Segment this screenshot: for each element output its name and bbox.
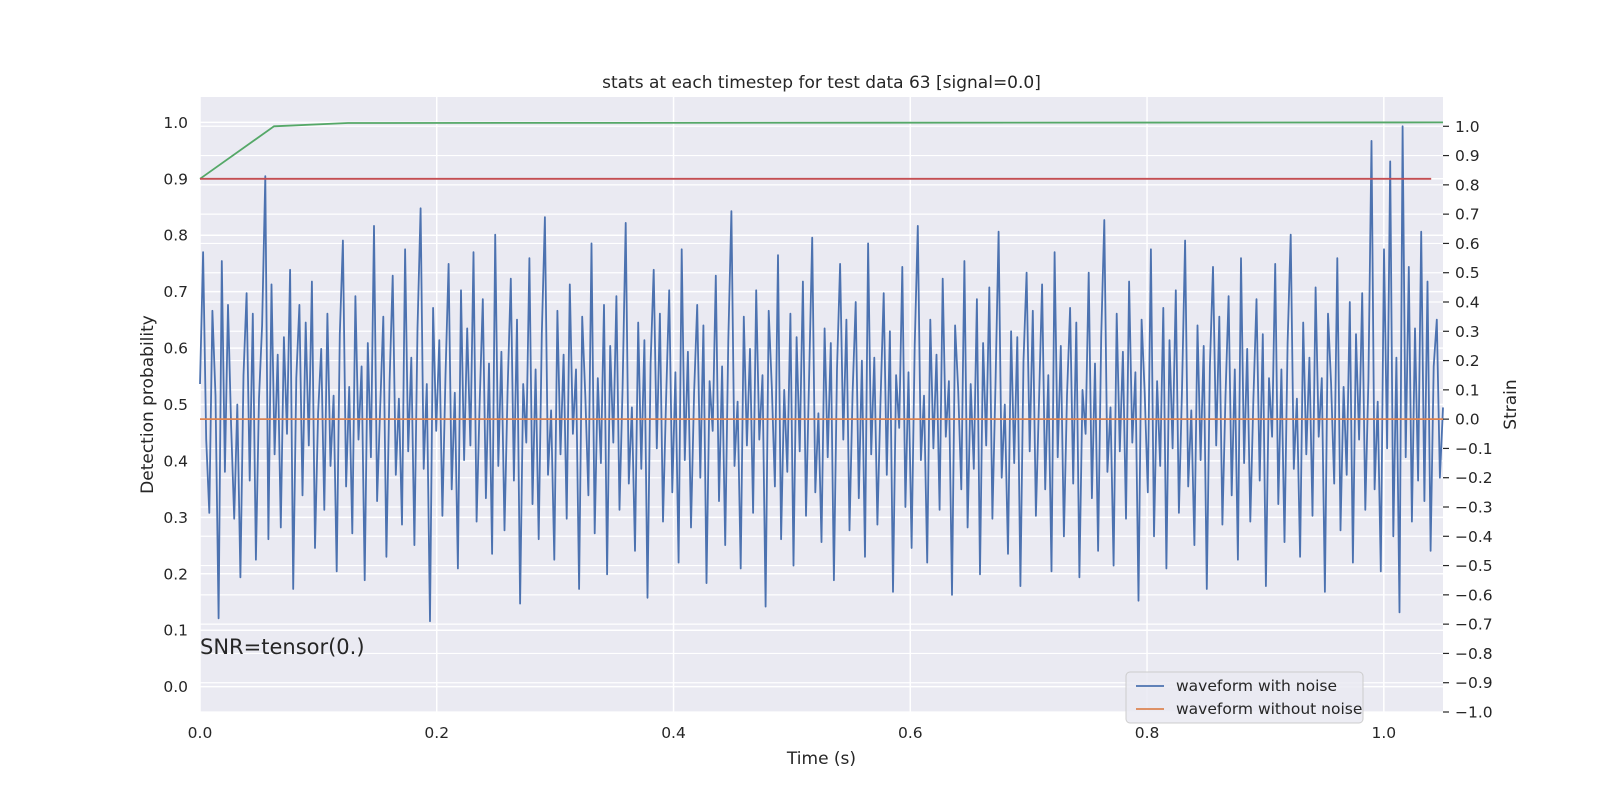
- y-right-tick-label: −0.5: [1455, 557, 1493, 575]
- y-left-tick-label: 0.6: [163, 340, 188, 358]
- y-right-tick-label: 0.5: [1455, 264, 1480, 282]
- y-left-tick-label: 0.5: [163, 396, 188, 414]
- y-left-tick-label: 0.1: [163, 622, 188, 640]
- right-y-axis-ticks: −1.0 −0.9 −0.8 −0.7 −0.6 −0.5 −0.4 −0.3 −0.2 −0.1…: [1443, 118, 1493, 722]
- y-left-tick-label: 0.0: [163, 678, 188, 696]
- y-right-tick-label: 0.7: [1455, 206, 1480, 224]
- series-waveform-with-noise: [199, 125, 1444, 623]
- x-tick-label: 0.4: [661, 724, 686, 742]
- y-left-tick-label: 0.3: [163, 509, 188, 527]
- y-right-tick-label: 1.0: [1455, 118, 1480, 136]
- y-right-tick-label: −0.3: [1455, 499, 1493, 517]
- left-y-axis-ticks: 0.0 0.1 0.2 0.3 0.4 0.5 0.6 0.7 0.8 0.9 1.0: [163, 114, 188, 696]
- y-left-tick-label: 0.4: [163, 452, 188, 470]
- y-right-tick-label: 0.0: [1455, 411, 1480, 429]
- snr-annotation: SNR=tensor(0.): [200, 635, 365, 659]
- y-right-tick-label: 0.3: [1455, 323, 1480, 341]
- x-tick-label: 1.0: [1371, 724, 1396, 742]
- y-right-tick-label: −0.6: [1455, 586, 1493, 604]
- chart-title: stats at each timestep for test data 63 …: [602, 73, 1041, 93]
- y-right-tick-label: −0.2: [1455, 469, 1493, 487]
- y-left-tick-label: 0.8: [163, 227, 188, 245]
- right-y-axis-label: Strain: [1501, 379, 1521, 429]
- x-tick-label: 0.8: [1135, 724, 1160, 742]
- y-right-tick-label: −0.9: [1455, 674, 1493, 692]
- y-right-tick-label: 0.9: [1455, 147, 1480, 165]
- y-right-tick-label: 0.1: [1455, 381, 1480, 399]
- y-right-tick-label: −0.1: [1455, 440, 1493, 458]
- legend-box: [1125, 671, 1364, 724]
- legend-label-waveform-with-noise: waveform with noise: [1176, 677, 1337, 695]
- y-right-tick-label: 0.4: [1455, 294, 1480, 312]
- series-detection-probability: [199, 121, 1444, 180]
- x-axis-ticks: 0.0 0.2 0.4 0.6 0.8 1.0: [188, 724, 1396, 742]
- y-right-tick-label: 0.8: [1455, 176, 1480, 194]
- x-tick-label: 0.2: [424, 724, 449, 742]
- series-layer: [199, 121, 1444, 623]
- y-left-tick-label: 0.2: [163, 565, 188, 583]
- legend: waveform with noise waveform without noi…: [1125, 671, 1364, 724]
- y-right-tick-label: 0.2: [1455, 352, 1480, 370]
- x-axis-label: Time (s): [786, 749, 856, 769]
- y-right-tick-label: −0.4: [1455, 528, 1493, 546]
- x-tick-label: 0.0: [188, 724, 213, 742]
- y-right-tick-label: −0.7: [1455, 616, 1493, 634]
- y-left-tick-label: 1.0: [163, 114, 188, 132]
- y-left-tick-label: 0.7: [163, 283, 188, 301]
- legend-label-waveform-without-noise: waveform without noise: [1176, 700, 1362, 718]
- y-right-tick-label: −1.0: [1455, 704, 1493, 722]
- y-right-tick-label: 0.6: [1455, 235, 1480, 253]
- y-left-tick-label: 0.9: [163, 170, 188, 188]
- x-tick-label: 0.6: [898, 724, 923, 742]
- y-right-tick-label: −0.8: [1455, 645, 1493, 663]
- left-y-axis-label: Detection probability: [138, 315, 158, 494]
